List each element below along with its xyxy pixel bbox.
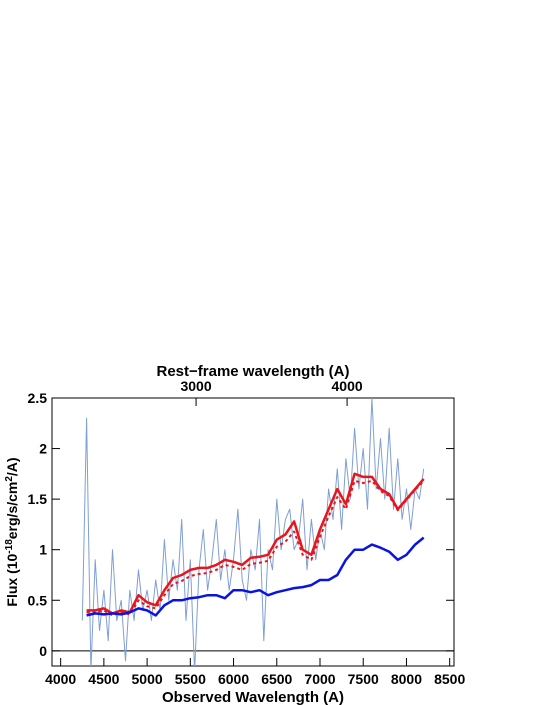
y-axis-title-part: -18 <box>4 539 15 554</box>
x-tick-label: 6000 <box>218 671 249 687</box>
y-axis-title-part: 2 <box>4 476 15 482</box>
series-line <box>86 479 425 617</box>
x-tick-label: 6500 <box>261 671 292 687</box>
series-line <box>86 536 425 617</box>
x-tick-label: 7500 <box>348 671 379 687</box>
y-axis-title-part: Flux (10 <box>4 553 20 606</box>
top-tick-label: 3000 <box>180 378 211 394</box>
x-tick-label: 8500 <box>434 671 465 687</box>
x-tick-label: 4500 <box>88 671 119 687</box>
top-axis-title: Rest−frame wavelength (A) <box>157 363 350 380</box>
x-tick-label: 7000 <box>304 671 335 687</box>
y-axis-title-part: /A) <box>4 457 20 476</box>
y-axis-title-part: erg/s/cm <box>4 482 20 540</box>
y-tick-label: 1 <box>39 542 47 558</box>
y-axis-title: Flux (10-18erg/s/cm2/A) <box>4 457 21 606</box>
series-line <box>81 398 425 666</box>
x-tick-label: 4000 <box>45 671 76 687</box>
y-tick-label: 1.5 <box>28 491 48 507</box>
plot-frame <box>51 397 455 667</box>
x-axis-title: Observed Wavelength (A) <box>162 689 344 705</box>
x-tick-label: 5000 <box>132 671 163 687</box>
x-tick-label: 5500 <box>175 671 206 687</box>
series-line <box>86 472 425 615</box>
x-tick-label: 8000 <box>391 671 422 687</box>
y-tick-label: 0.5 <box>28 592 48 608</box>
y-tick-label: 2 <box>39 441 47 457</box>
top-tick-label: 4000 <box>332 378 363 394</box>
y-tick-label: 0 <box>39 643 47 659</box>
y-tick-label: 2.5 <box>28 390 48 406</box>
